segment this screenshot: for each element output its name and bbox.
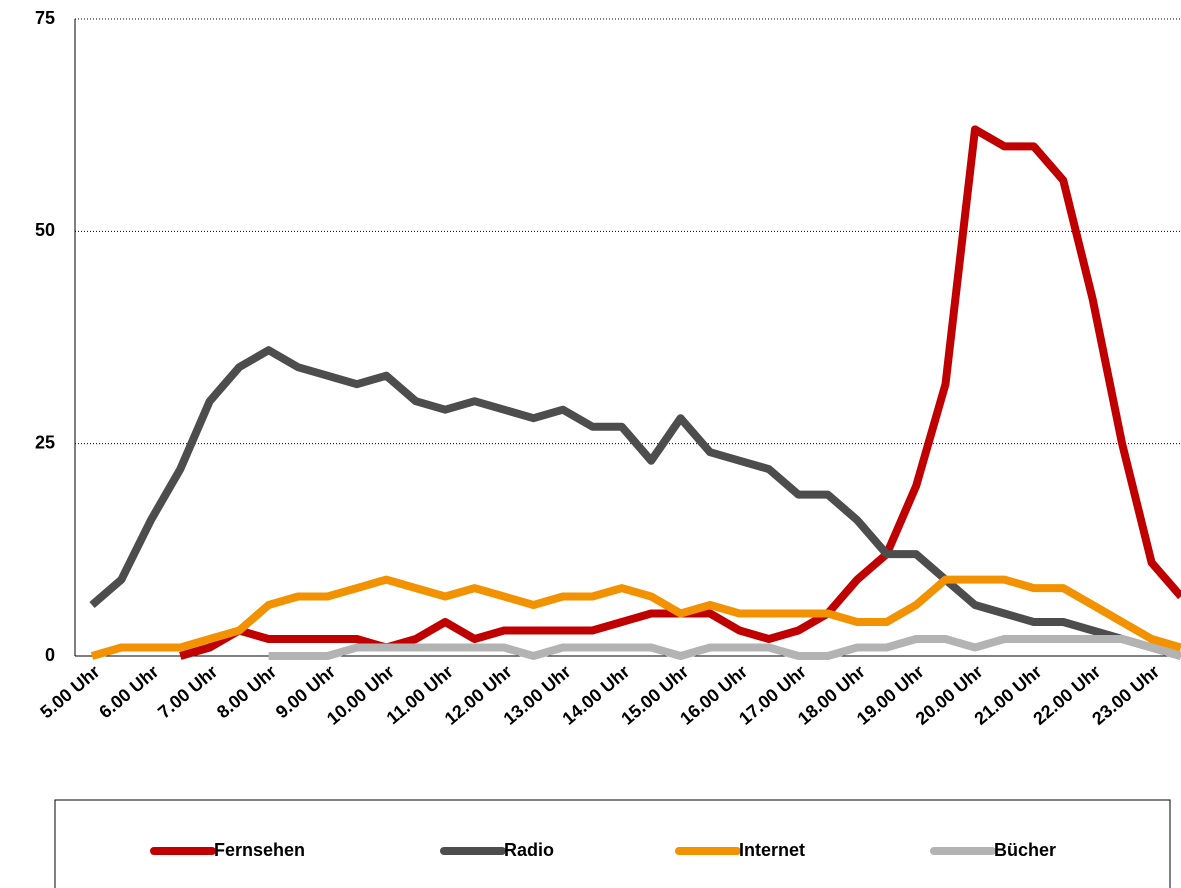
series-line bbox=[89, 346, 1181, 660]
x-tick-label: 8.00 Uhr bbox=[213, 661, 280, 722]
y-tick-label: 75 bbox=[35, 8, 55, 28]
x-tick-label: 7.00 Uhr bbox=[154, 661, 221, 722]
series-line bbox=[268, 635, 1181, 660]
legend-label: Fernsehen bbox=[214, 840, 305, 860]
y-tick-label: 50 bbox=[35, 220, 55, 240]
y-tick-label: 25 bbox=[35, 432, 55, 452]
legend-label: Bücher bbox=[994, 840, 1056, 860]
legend-label: Internet bbox=[739, 840, 805, 860]
x-tick-label: 5.00 Uhr bbox=[36, 661, 103, 722]
legend-box bbox=[54, 799, 1171, 888]
series-line bbox=[179, 125, 1181, 660]
legend-label: Radio bbox=[504, 840, 554, 860]
series-line bbox=[90, 575, 1181, 660]
y-tick-label: 0 bbox=[45, 645, 55, 665]
x-tick-label: 6.00 Uhr bbox=[95, 661, 162, 722]
